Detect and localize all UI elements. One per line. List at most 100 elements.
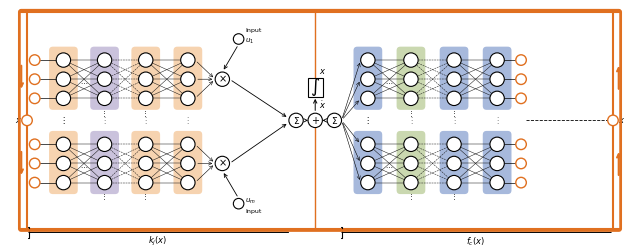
Circle shape <box>490 137 504 152</box>
Circle shape <box>22 115 32 126</box>
Text: $\Sigma$: $\Sigma$ <box>331 115 338 126</box>
FancyBboxPatch shape <box>440 131 468 194</box>
Circle shape <box>29 139 40 149</box>
Circle shape <box>516 93 526 104</box>
Circle shape <box>447 176 461 190</box>
FancyBboxPatch shape <box>397 47 426 110</box>
Circle shape <box>139 91 153 106</box>
Circle shape <box>56 72 70 86</box>
Circle shape <box>56 156 70 171</box>
Circle shape <box>289 113 303 128</box>
Text: ⋮: ⋮ <box>184 116 192 125</box>
Circle shape <box>447 72 461 86</box>
FancyBboxPatch shape <box>483 47 511 110</box>
Circle shape <box>361 156 375 171</box>
Circle shape <box>404 53 418 67</box>
Circle shape <box>447 53 461 67</box>
Circle shape <box>447 137 461 152</box>
Text: ⋮: ⋮ <box>450 116 458 125</box>
Circle shape <box>447 156 461 171</box>
Text: $\int$: $\int$ <box>310 76 320 98</box>
Circle shape <box>139 53 153 67</box>
FancyBboxPatch shape <box>49 47 78 110</box>
Circle shape <box>327 113 342 128</box>
Circle shape <box>29 55 40 65</box>
Circle shape <box>234 34 244 44</box>
Circle shape <box>361 53 375 67</box>
Circle shape <box>404 72 418 86</box>
Text: ⋮: ⋮ <box>100 116 109 125</box>
Circle shape <box>516 139 526 149</box>
Circle shape <box>180 176 195 190</box>
Circle shape <box>97 53 112 67</box>
Circle shape <box>361 72 375 86</box>
Circle shape <box>29 177 40 188</box>
FancyBboxPatch shape <box>353 47 382 110</box>
Text: $+$: $+$ <box>310 115 320 126</box>
Text: ⋮: ⋮ <box>101 193 108 199</box>
Text: ⋮: ⋮ <box>408 110 415 116</box>
Circle shape <box>361 176 375 190</box>
Text: $\Sigma$: $\Sigma$ <box>292 115 300 126</box>
Circle shape <box>56 91 70 106</box>
Circle shape <box>516 177 526 188</box>
Text: $u_m$: $u_m$ <box>245 197 256 206</box>
Circle shape <box>516 74 526 85</box>
Text: $f_c(x)$: $f_c(x)$ <box>467 235 486 248</box>
Circle shape <box>490 72 504 86</box>
Circle shape <box>180 72 195 86</box>
Circle shape <box>29 158 40 169</box>
Circle shape <box>139 72 153 86</box>
Circle shape <box>180 91 195 106</box>
Text: ×: × <box>218 158 227 168</box>
Circle shape <box>180 156 195 171</box>
FancyBboxPatch shape <box>483 131 511 194</box>
Circle shape <box>56 176 70 190</box>
Circle shape <box>139 176 153 190</box>
Circle shape <box>308 113 323 128</box>
Text: ⋯: ⋯ <box>385 165 392 171</box>
Circle shape <box>234 198 244 209</box>
Text: ⋯: ⋯ <box>385 81 392 87</box>
Circle shape <box>97 137 112 152</box>
Circle shape <box>608 115 618 126</box>
Text: ⋮: ⋮ <box>142 110 149 116</box>
Text: $x$: $x$ <box>319 66 326 76</box>
Circle shape <box>56 137 70 152</box>
Text: $x$: $x$ <box>618 116 625 125</box>
Text: Input: Input <box>245 28 262 33</box>
Text: ⋯: ⋯ <box>80 81 87 87</box>
Text: ⋮: ⋮ <box>142 193 149 199</box>
Text: ⋮: ⋮ <box>408 193 415 199</box>
FancyBboxPatch shape <box>90 131 119 194</box>
Text: Input: Input <box>245 210 262 214</box>
Circle shape <box>490 156 504 171</box>
FancyBboxPatch shape <box>397 131 426 194</box>
Circle shape <box>361 137 375 152</box>
Circle shape <box>516 55 526 65</box>
Text: ⋮: ⋮ <box>451 110 458 116</box>
Circle shape <box>97 156 112 171</box>
FancyBboxPatch shape <box>308 78 323 97</box>
Text: ⋯: ⋯ <box>80 165 87 171</box>
Text: ⋮: ⋮ <box>493 116 501 125</box>
Text: $u_1$: $u_1$ <box>245 36 254 46</box>
Circle shape <box>180 53 195 67</box>
Circle shape <box>97 91 112 106</box>
Text: ⋮: ⋮ <box>407 116 415 125</box>
Circle shape <box>404 176 418 190</box>
Text: $k_j(x)$: $k_j(x)$ <box>148 235 168 248</box>
Circle shape <box>404 156 418 171</box>
Text: ⋮: ⋮ <box>141 116 150 125</box>
Circle shape <box>447 91 461 106</box>
Circle shape <box>215 156 230 171</box>
Circle shape <box>97 72 112 86</box>
Circle shape <box>215 72 230 86</box>
FancyBboxPatch shape <box>131 47 160 110</box>
Circle shape <box>180 137 195 152</box>
Circle shape <box>490 176 504 190</box>
FancyBboxPatch shape <box>49 131 78 194</box>
Text: $x$: $x$ <box>15 116 22 125</box>
FancyBboxPatch shape <box>131 131 160 194</box>
Circle shape <box>490 91 504 106</box>
